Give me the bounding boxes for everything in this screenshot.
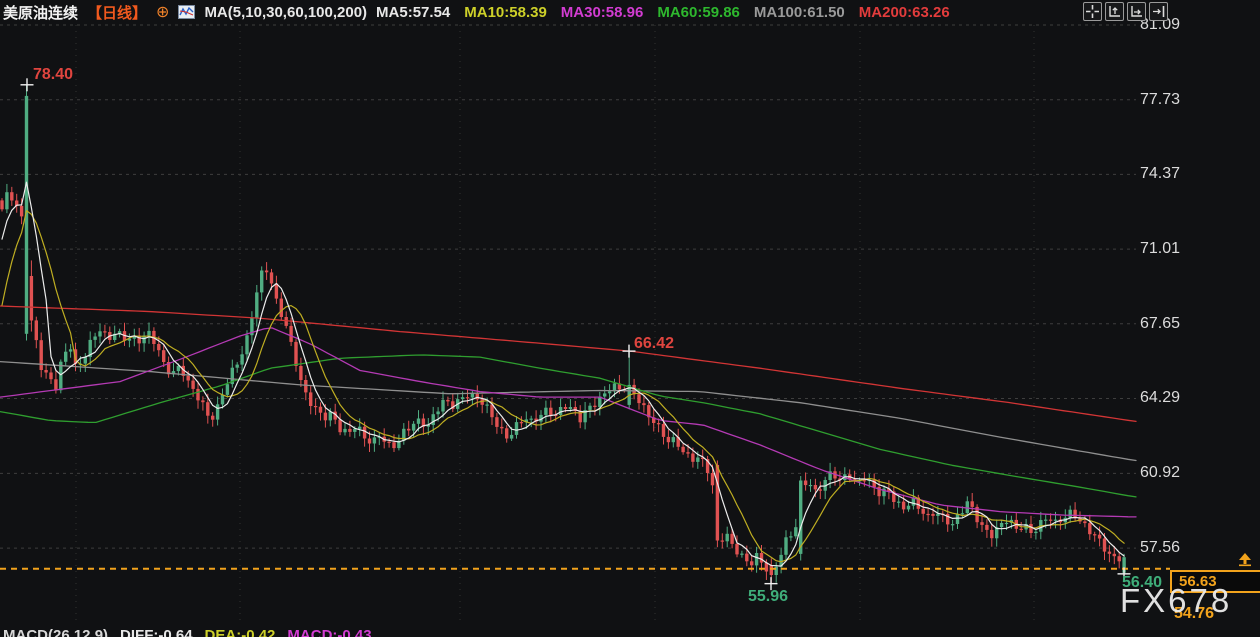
y-axis-tick-label: 74.37 <box>1140 165 1181 183</box>
current-price-tag: 56.63 <box>1170 570 1260 593</box>
macd-formula-label: MACD(26,12,9) <box>3 627 109 637</box>
price-annotation: 66.42 <box>634 335 675 352</box>
macd-status-bar: MACD(26,12,9) DIFF:-0.64 DEA:-0.42 MACD:… <box>3 627 372 637</box>
instrument-title: 美原油连续 <box>3 4 79 22</box>
chart-toolbar <box>1083 2 1168 21</box>
y-axis-tick-label: 67.65 <box>1140 314 1181 332</box>
scale-right-icon[interactable] <box>1127 2 1146 21</box>
chart-header: 美原油连续 【日线】 ⊕ MA(5,10,30,60,100,200) MA5:… <box>3 2 950 22</box>
ma-value-label: MA100:61.50 <box>753 3 845 21</box>
ma-value-label: MA10:58.39 <box>464 3 547 21</box>
ma-value-label: MA5:57.54 <box>376 3 451 21</box>
ma-value-label: MA60:59.86 <box>657 3 740 21</box>
y-axis-tick-label: 60.92 <box>1140 464 1181 482</box>
price-annotation: 56.40 <box>1122 574 1163 591</box>
scale-up-icon[interactable] <box>1105 2 1124 21</box>
y-axis-tick-label: 64.29 <box>1140 389 1181 407</box>
scroll-latest-icon[interactable] <box>1236 552 1254 572</box>
ma-value-label: MA200:63.26 <box>858 3 950 21</box>
y-axis-tick-label: 57.56 <box>1140 539 1181 557</box>
crosshair-icon[interactable] <box>1083 2 1102 21</box>
macd-macd-value: MACD:-0.43 <box>287 627 372 637</box>
y-axis-tick-label: 71.01 <box>1140 240 1181 258</box>
macd-dea-value: DEA:-0.42 <box>204 627 276 637</box>
macd-diff-value: DIFF:-0.64 <box>120 627 193 637</box>
y-axis-bottom-label: 54.76 <box>1174 605 1215 622</box>
ma-settings-label: MA(5,10,30,60,100,200) <box>204 3 368 21</box>
ma-value-label: MA30:58.96 <box>560 3 644 21</box>
watermark: FX678 <box>1120 582 1233 619</box>
pan-right-icon[interactable] <box>1149 2 1168 21</box>
circle-plus-icon[interactable]: ⊕ <box>156 4 170 21</box>
price-annotation: 78.40 <box>33 66 74 83</box>
ma-values-row: MA5:57.54 MA10:58.39 MA30:58.96 MA60:59.86 M… <box>376 4 950 21</box>
price-annotation: 55.96 <box>748 588 789 605</box>
period-selector[interactable]: 【日线】 <box>87 4 148 22</box>
ma-indicator-icon[interactable] <box>178 5 196 19</box>
y-axis-tick-label: 77.73 <box>1140 90 1181 108</box>
